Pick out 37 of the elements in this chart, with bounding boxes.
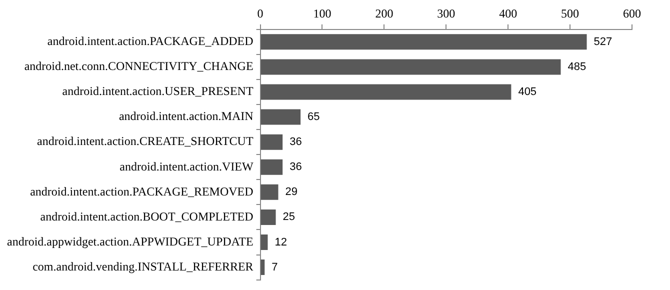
data-label: 36	[290, 136, 302, 148]
y-tick-label: android.intent.action.MAIN	[118, 109, 254, 124]
data-label: 527	[594, 36, 612, 48]
y-tick-label: android.intent.action.VIEW	[120, 159, 254, 174]
data-label: 7	[272, 261, 278, 274]
x-tick-label: 500	[561, 6, 580, 20]
data-label: 485	[568, 60, 586, 73]
y-tick-label: android.net.conn.CONNECTIVITY_CHANGE	[24, 59, 254, 74]
bar	[260, 34, 587, 50]
bar	[260, 109, 301, 125]
y-tick-label: android.intent.action.BOOT_COMPLETED	[40, 209, 254, 224]
y-tick-label: android.intent.action.PACKAGE_ADDED	[47, 34, 254, 48]
y-tick-label: android.appwidget.action.APPWIDGET_UPDATE	[6, 234, 254, 248]
bar	[260, 159, 283, 175]
y-tick-label: com.android.vending.INSTALL_REFERRER	[32, 259, 254, 274]
y-tick-label: android.intent.action.USER_PRESENT	[62, 84, 254, 98]
data-label: 29	[285, 186, 298, 198]
bar	[260, 134, 283, 150]
bar	[260, 184, 278, 200]
data-label: 405	[518, 86, 537, 98]
bar	[260, 260, 265, 276]
bar	[260, 234, 268, 250]
bar	[260, 84, 512, 100]
x-tick-label: 0	[257, 6, 264, 20]
bar	[260, 209, 276, 225]
y-tick-label: android.intent.action.PACKAGE_REMOVED	[30, 184, 254, 198]
x-tick-label: 400	[499, 6, 518, 20]
data-label: 65	[308, 111, 320, 124]
x-tick-label: 600	[623, 6, 641, 20]
data-label: 25	[282, 211, 296, 224]
x-tick-label: 100	[313, 6, 332, 20]
x-tick-label: 300	[437, 6, 456, 20]
x-tick-label: 200	[375, 6, 394, 20]
data-label: 12	[274, 236, 287, 248]
y-tick-label: android.intent.action.CREATE_SHORTCUT	[37, 134, 254, 148]
data-label: 36	[290, 161, 302, 174]
bar	[260, 59, 561, 75]
